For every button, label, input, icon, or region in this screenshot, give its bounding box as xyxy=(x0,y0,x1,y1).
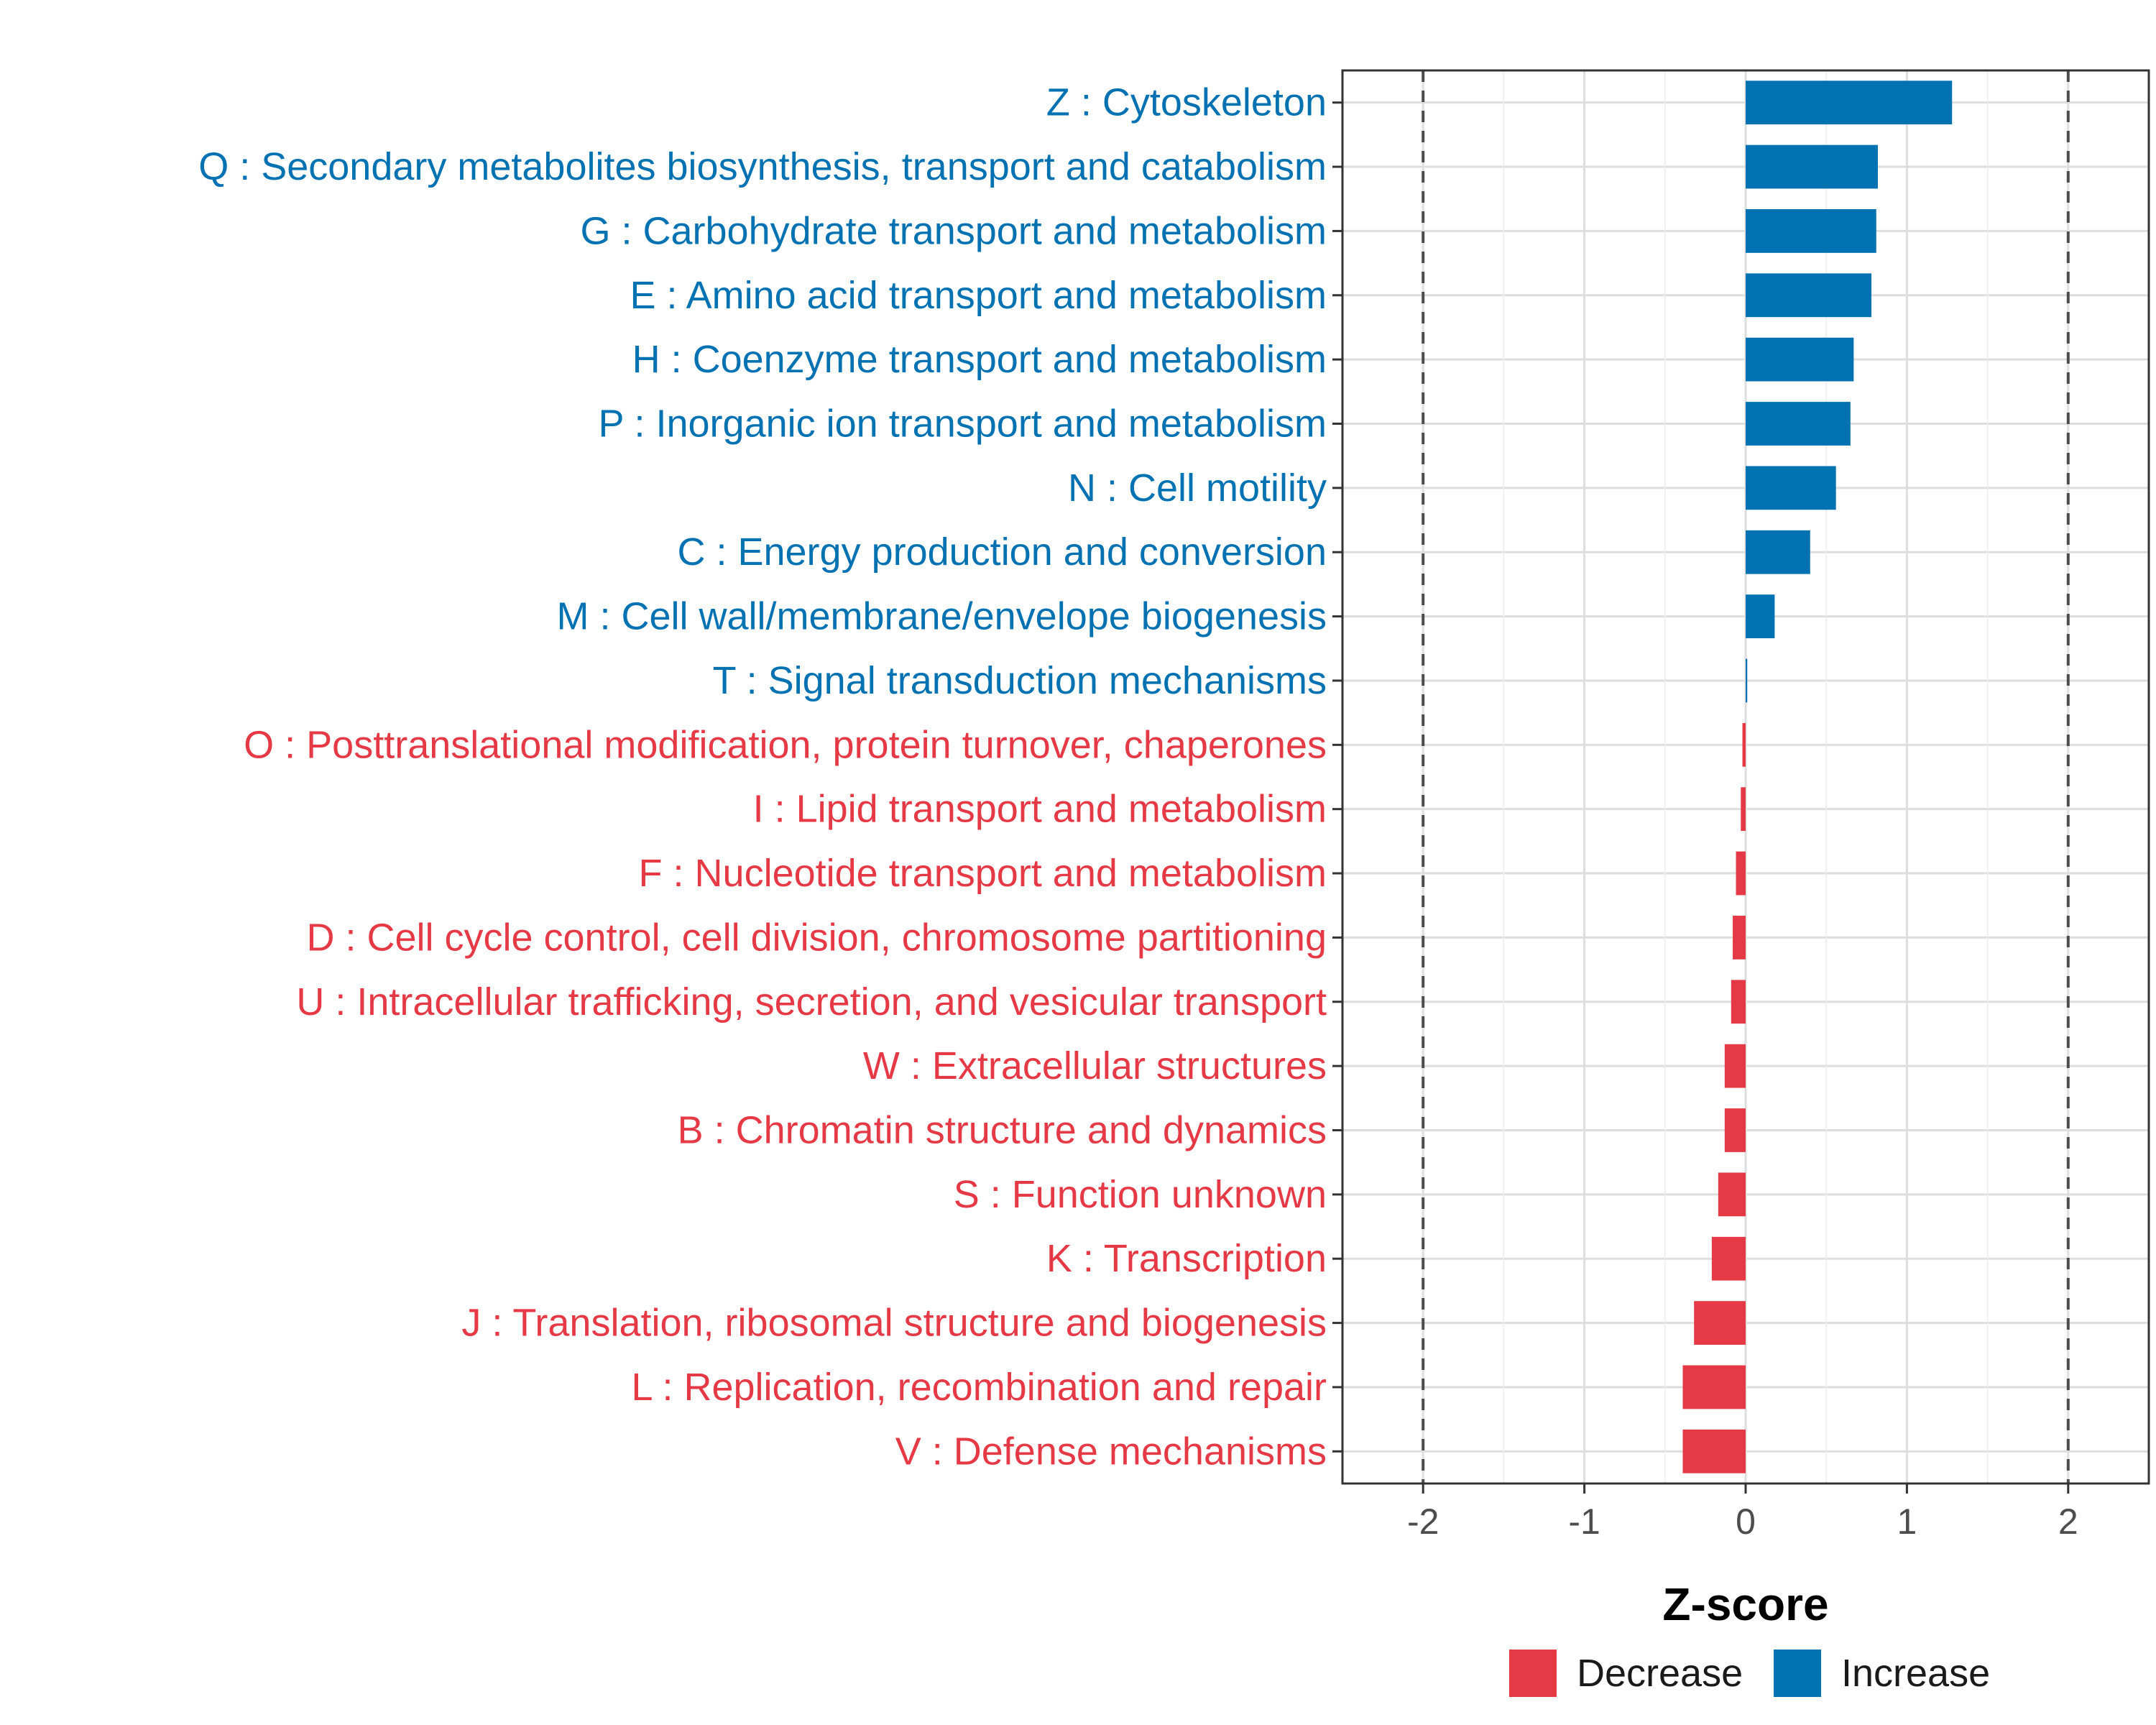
x-axis-labels: -2 -1 0 1 2 xyxy=(1407,1501,2078,1542)
x-tick-label: -2 xyxy=(1407,1501,1439,1542)
x-axis-ticks xyxy=(1422,1484,2070,1494)
category-label: L : Replication, recombination and repai… xyxy=(631,1366,1327,1409)
y-axis-labels: Z : Cytoskeleton Q : Secondary metabolite… xyxy=(198,81,1327,1473)
bar xyxy=(1724,1108,1746,1152)
y-axis-ticks xyxy=(1332,101,1342,1453)
bar xyxy=(1724,1044,1746,1088)
category-label: U : Intracellular trafficking, secretion… xyxy=(296,980,1327,1024)
category-label: G : Carbohydrate transport and metabolis… xyxy=(581,209,1327,252)
bar xyxy=(1746,80,1953,125)
category-label: I : Lipid transport and metabolism xyxy=(753,788,1327,831)
bars xyxy=(1682,80,1953,1473)
bar xyxy=(1742,722,1746,767)
category-label: D : Cell cycle control, cell division, c… xyxy=(306,916,1327,959)
x-tick-label: 2 xyxy=(2058,1501,2078,1542)
reference-lines xyxy=(1422,70,2070,1484)
bar xyxy=(1746,337,1854,382)
bar xyxy=(1718,1172,1746,1217)
bar xyxy=(1694,1301,1746,1345)
bar xyxy=(1746,273,1872,318)
legend: Decrease Increase xyxy=(1509,1650,1990,1697)
category-label: K : Transcription xyxy=(1046,1237,1327,1280)
category-label: E : Amino acid transport and metabolism xyxy=(630,274,1327,317)
category-label: T : Signal transduction mechanisms xyxy=(713,659,1327,702)
legend-label: Decrease xyxy=(1577,1652,1743,1695)
bar xyxy=(1741,787,1746,832)
category-label: C : Energy production and conversion xyxy=(677,530,1327,574)
category-label: V : Defense mechanisms xyxy=(895,1430,1327,1473)
bar xyxy=(1733,916,1746,960)
bar xyxy=(1682,1365,1746,1409)
bar xyxy=(1746,530,1810,574)
bar xyxy=(1746,466,1836,510)
category-label: P : Inorganic ion transport and metaboli… xyxy=(598,402,1327,446)
legend-swatch xyxy=(1509,1650,1557,1697)
bar xyxy=(1682,1429,1746,1473)
x-axis-title: Z-score xyxy=(1662,1578,1828,1630)
x-tick-label: -1 xyxy=(1568,1501,1600,1542)
x-tick-label: 0 xyxy=(1736,1501,1756,1542)
bar xyxy=(1736,851,1746,896)
category-label: B : Chromatin structure and dynamics xyxy=(678,1109,1327,1152)
category-label: N : Cell motility xyxy=(1068,466,1327,510)
legend-label: Increase xyxy=(1841,1652,1990,1695)
bar xyxy=(1746,658,1748,703)
x-tick-label: 1 xyxy=(1897,1501,1917,1542)
bar xyxy=(1731,980,1746,1024)
category-label: S : Function unknown xyxy=(954,1173,1327,1216)
bar xyxy=(1746,402,1851,446)
category-label: J : Translation, ribosomal structure and… xyxy=(461,1302,1327,1345)
category-label: W : Extracellular structures xyxy=(863,1044,1327,1087)
bar xyxy=(1746,594,1775,638)
legend-swatch xyxy=(1774,1650,1821,1697)
bar xyxy=(1746,209,1876,253)
bar xyxy=(1746,144,1879,189)
category-label: O : Posttranslational modification, prot… xyxy=(244,723,1327,766)
category-label: Z : Cytoskeleton xyxy=(1046,81,1327,124)
category-label: M : Cell wall/membrane/envelope biogenes… xyxy=(556,595,1327,638)
category-label: F : Nucleotide transport and metabolism xyxy=(639,852,1327,895)
category-label: H : Coenzyme transport and metabolism xyxy=(632,338,1327,381)
category-label: Q : Secondary metabolites biosynthesis, … xyxy=(198,145,1327,188)
bar xyxy=(1711,1236,1746,1281)
